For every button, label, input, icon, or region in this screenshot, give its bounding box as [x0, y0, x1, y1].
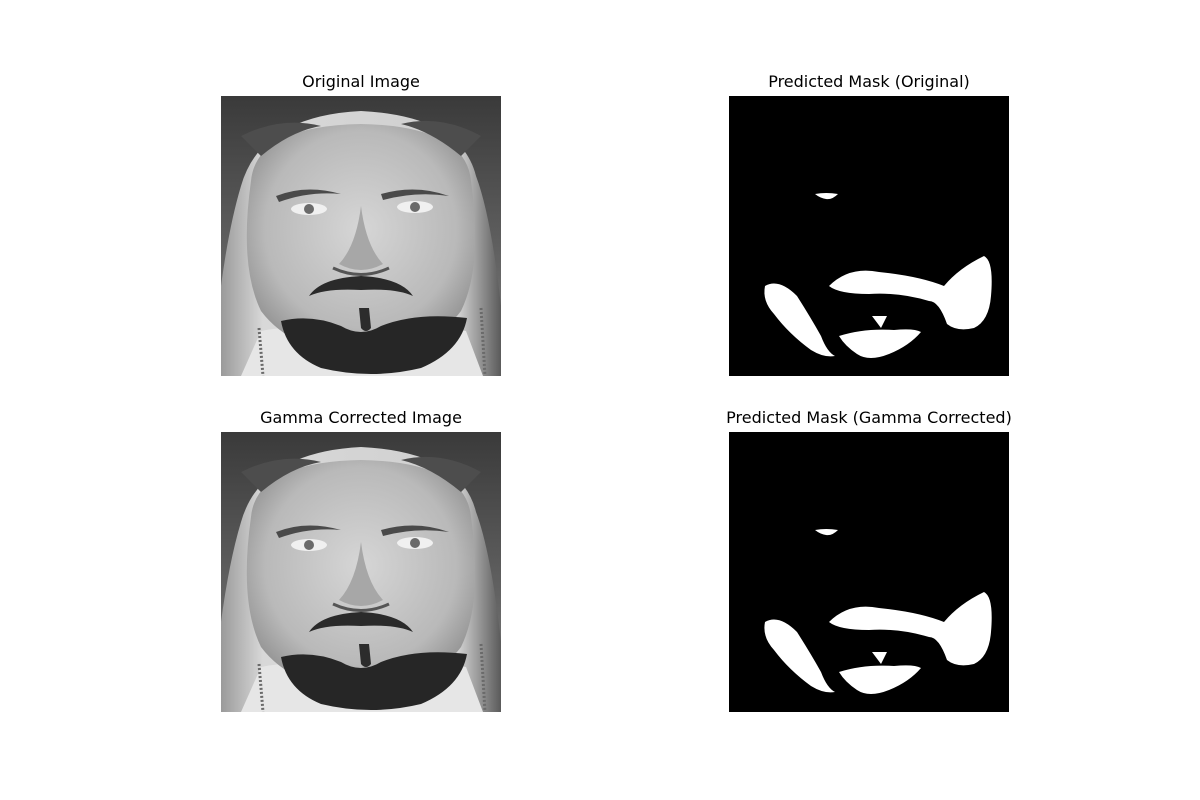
predicted-mask-original — [729, 96, 1009, 376]
predicted-mask-gamma-corrected — [729, 432, 1009, 712]
face-photo-graphic — [221, 96, 501, 376]
face-photo-graphic — [221, 432, 501, 712]
panel-title-predicted-mask-gamma-corrected: Predicted Mask (Gamma Corrected) — [726, 408, 1012, 427]
panel-title-gamma-corrected-image: Gamma Corrected Image — [260, 408, 462, 427]
panel-title-original-image: Original Image — [302, 72, 420, 91]
panel-title-predicted-mask-original: Predicted Mask (Original) — [768, 72, 970, 91]
original-image-photo — [221, 96, 501, 376]
gamma-corrected-image-photo — [221, 432, 501, 712]
mask-graphic — [729, 96, 1009, 376]
mask-graphic — [729, 432, 1009, 712]
